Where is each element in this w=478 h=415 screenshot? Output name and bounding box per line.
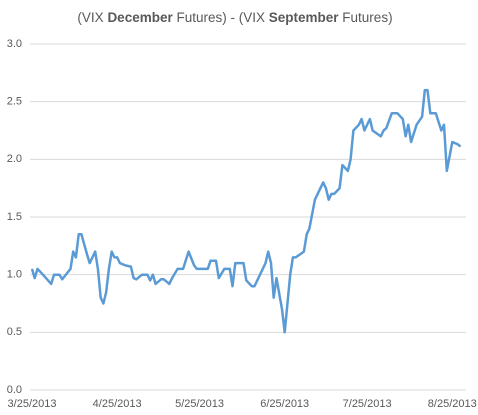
x-tick-label: 3/25/2013 [8, 398, 57, 410]
x-tick-label: 6/25/2013 [260, 398, 309, 410]
x-tick-label: 5/25/2013 [175, 398, 224, 410]
y-tick-label: 2.0 [7, 153, 22, 165]
y-tick-label: 0.0 [7, 384, 22, 396]
title-part: Futures) - (VIX [173, 10, 269, 25]
line-series [30, 88, 462, 334]
x-tick-label: 4/25/2013 [93, 398, 142, 410]
y-tick-label: 0.5 [7, 326, 22, 338]
title-part: (VIX [77, 10, 107, 25]
x-tick-label: 8/25/2013 [428, 398, 477, 410]
y-tick-label: 1.5 [7, 211, 22, 223]
title-part: September [269, 10, 340, 25]
title-part: Futures) [339, 10, 393, 25]
y-tick-label: 1.0 [7, 269, 22, 281]
y-tick-label: 3.0 [7, 38, 22, 50]
x-tick-label: 7/25/2013 [343, 398, 392, 410]
y-tick-label: 2.5 [7, 96, 22, 108]
chart-title: (VIX December Futures) - (VIX September … [77, 10, 392, 25]
title-part: December [107, 10, 173, 25]
